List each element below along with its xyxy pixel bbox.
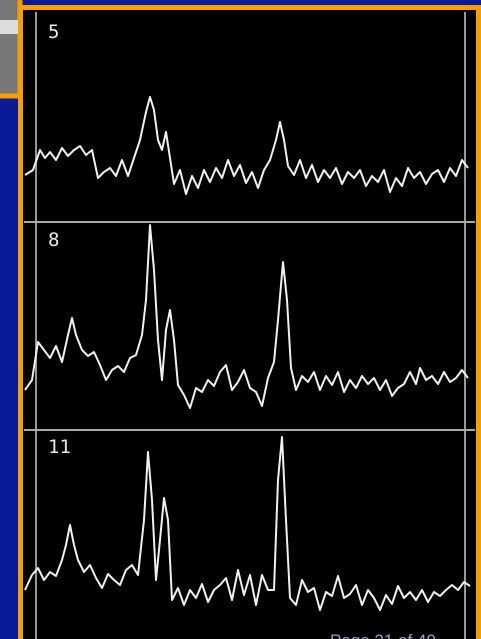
panel-label: 8 — [48, 229, 59, 251]
thumbnail-image — [0, 0, 20, 96]
page-number: Page 21 of 40 — [330, 631, 436, 639]
slide: 5 8 11 Page 21 of 40 — [0, 0, 481, 639]
page: 5 8 11 Page 21 of 40 (() => { const data… — [0, 0, 481, 639]
panel-label: 11 — [48, 436, 71, 458]
thumbnail-detail — [0, 20, 18, 34]
panel-label: 5 — [48, 21, 59, 43]
spectra-frame — [21, 8, 479, 639]
